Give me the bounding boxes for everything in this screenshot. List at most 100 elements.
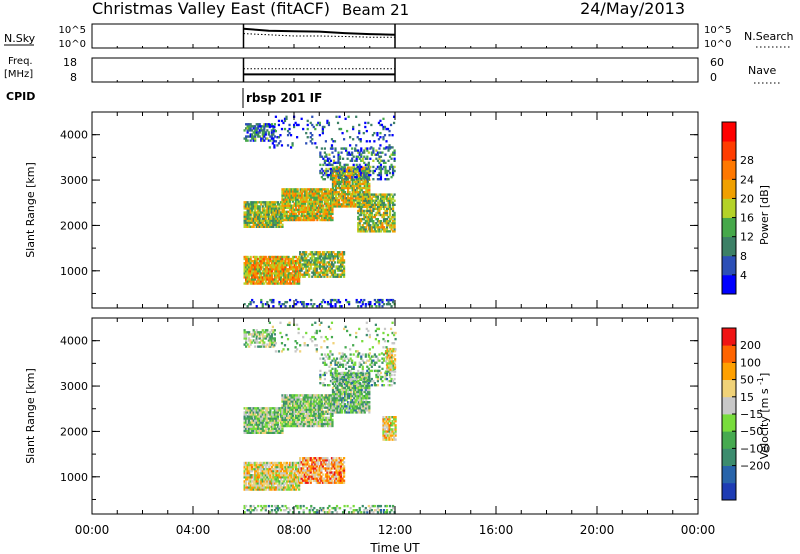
data-cell xyxy=(357,398,360,402)
data-cell xyxy=(258,213,261,216)
data-cell xyxy=(353,180,356,184)
data-cell xyxy=(345,298,348,302)
data-cell xyxy=(255,207,258,210)
data-cell xyxy=(327,257,331,260)
data-cell xyxy=(252,211,255,214)
data-cell xyxy=(357,390,360,394)
data-cell xyxy=(351,186,354,190)
data-cell xyxy=(347,396,350,400)
data-cell xyxy=(390,175,393,179)
data-cell xyxy=(388,303,392,306)
data-cell xyxy=(386,146,390,149)
colorbar-tick-label: 16 xyxy=(740,212,754,225)
data-cell xyxy=(350,205,353,208)
colorbar-tick-label: 4 xyxy=(740,269,747,282)
data-cell xyxy=(269,225,272,228)
data-cell xyxy=(375,213,378,217)
data-cell xyxy=(310,394,313,397)
data-cell xyxy=(282,190,286,193)
data-cell xyxy=(276,209,280,212)
data-cell xyxy=(336,411,339,414)
data-cell xyxy=(367,226,370,229)
data-cell xyxy=(316,422,319,426)
data-cell xyxy=(320,200,323,203)
data-cell xyxy=(295,263,298,267)
data-cell xyxy=(282,396,286,399)
data-cell xyxy=(347,201,350,204)
data-cell xyxy=(389,428,393,431)
data-cell xyxy=(319,396,322,399)
data-cell xyxy=(357,211,360,215)
data-cell xyxy=(249,139,252,142)
data-cell xyxy=(251,225,254,228)
data-cell xyxy=(382,219,386,223)
data-cell xyxy=(348,411,351,414)
data-cell xyxy=(284,400,287,403)
data-cell xyxy=(357,186,360,190)
data-cell xyxy=(272,255,275,259)
data-cell xyxy=(270,274,273,277)
data-cell xyxy=(392,420,396,423)
data-cell xyxy=(272,486,275,489)
data-cell xyxy=(314,396,317,399)
data-cell xyxy=(281,398,284,401)
data-cell xyxy=(263,415,266,418)
data-cell xyxy=(379,151,383,154)
data-cell xyxy=(246,331,249,334)
data-cell xyxy=(264,463,267,467)
data-cell xyxy=(311,394,314,397)
data-cell xyxy=(314,214,317,218)
data-cell xyxy=(323,416,326,420)
data-cell xyxy=(384,219,387,223)
data-cell xyxy=(275,472,278,475)
data-cell xyxy=(332,269,335,272)
data-cell xyxy=(388,418,391,421)
data-cell xyxy=(285,410,289,413)
data-cell xyxy=(346,157,349,160)
data-cell xyxy=(278,215,281,218)
data-cell xyxy=(358,169,361,173)
data-cell xyxy=(305,208,308,211)
data-cell xyxy=(254,417,257,420)
data-cell xyxy=(291,218,295,222)
data-cell xyxy=(269,478,272,481)
data-cell xyxy=(348,205,351,208)
data-cell xyxy=(276,474,280,477)
data-cell xyxy=(251,282,254,285)
data-cell xyxy=(350,184,353,188)
data-cell xyxy=(336,259,340,262)
data-cell xyxy=(313,196,316,199)
data-cell xyxy=(387,298,390,302)
data-cell xyxy=(351,392,354,396)
data-cell xyxy=(372,169,375,173)
data-cell xyxy=(270,486,273,489)
data-cell xyxy=(346,129,349,133)
data-cell xyxy=(308,206,311,209)
data-cell xyxy=(360,409,363,412)
data-cell xyxy=(263,257,266,261)
data-cell xyxy=(323,155,326,158)
data-cell xyxy=(337,401,341,404)
data-cell xyxy=(246,201,249,204)
data-cell xyxy=(295,422,298,426)
data-cell xyxy=(393,203,396,206)
data-cell xyxy=(330,273,334,276)
data-cell xyxy=(368,409,371,412)
data-cell xyxy=(347,188,350,192)
data-cell xyxy=(285,406,289,409)
data-cell xyxy=(343,205,347,208)
data-cell xyxy=(288,467,292,471)
data-cell xyxy=(245,425,248,428)
data-cell xyxy=(367,201,370,204)
data-cell xyxy=(301,300,304,304)
data-cell xyxy=(246,276,249,279)
data-cell xyxy=(267,261,270,265)
data-cell xyxy=(378,157,381,160)
data-cell xyxy=(302,300,305,304)
data-cell xyxy=(302,404,305,407)
data-cell xyxy=(366,217,369,221)
data-cell xyxy=(263,331,266,334)
data-cell xyxy=(372,151,375,154)
data-cell xyxy=(383,428,387,431)
data-cell xyxy=(248,463,251,467)
